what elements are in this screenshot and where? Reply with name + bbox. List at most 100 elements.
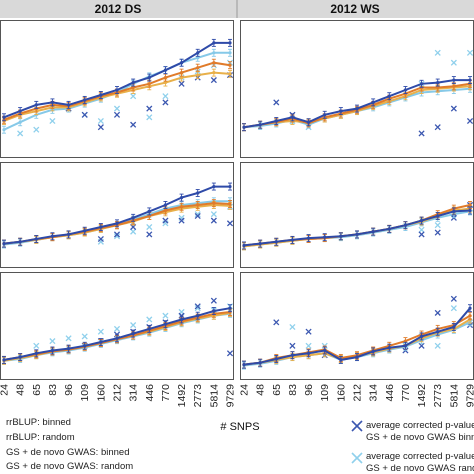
pvalue-binned-mark — [178, 80, 185, 87]
point-rrblup-binned — [355, 232, 359, 236]
point-rrblup-binned — [50, 100, 55, 104]
point-rrblup-binned — [242, 125, 246, 129]
point-rrblup-binned — [419, 219, 424, 223]
point-rrblup-binned — [34, 237, 38, 241]
pvalue-binned-mark — [113, 231, 121, 238]
x-tick-ds-2773: 2773 — [192, 384, 204, 408]
point-gs-random — [2, 128, 6, 132]
legend-item-rrblup-random: rrBLUP: random — [6, 432, 75, 443]
x-tick-ws-160: 160 — [335, 384, 347, 402]
point-rrblup-binned — [2, 358, 6, 362]
x-tick-ds-9729: 9729 — [225, 384, 237, 408]
point-rrblup-random — [212, 61, 216, 65]
x-tick-ds-212: 212 — [112, 384, 124, 402]
pvalue-binned-mark — [194, 303, 201, 310]
point-rrblup-random — [179, 71, 184, 75]
pvalue-binned-mark — [289, 342, 296, 349]
panel-4 — [240, 162, 474, 268]
pvalue-binned-mark — [162, 217, 169, 224]
point-rrblup-binned — [419, 82, 424, 86]
legend-marker-pvalue-binned — [351, 420, 363, 432]
x-tick-ds-83: 83 — [47, 384, 59, 396]
x-tick-ws-48: 48 — [255, 384, 267, 396]
pvalue-random-mark — [466, 49, 474, 56]
x-tick-ws-24: 24 — [239, 384, 251, 396]
panel-frame — [0, 272, 234, 380]
point-rrblup-binned — [274, 240, 278, 244]
point-rrblup-binned — [323, 113, 327, 117]
pvalue-binned-mark — [226, 220, 234, 227]
point-rrblup-binned — [306, 351, 311, 355]
pvalue-binned-mark — [210, 297, 217, 304]
pvalue-random-mark — [146, 223, 153, 231]
pvalue-binned-mark — [146, 231, 153, 238]
panels — [0, 20, 474, 380]
pvalue-random-mark — [17, 130, 24, 137]
point-rrblup-binned — [131, 331, 135, 336]
point-rrblup-binned — [163, 322, 168, 326]
pvalue-binned-mark — [162, 99, 169, 106]
point-rrblup-binned — [387, 346, 391, 350]
point-rrblup-binned — [115, 221, 119, 225]
x-axis-label: # SNPS — [220, 421, 259, 433]
point-rrblup-binned — [387, 94, 391, 98]
legend-marker-pvalue-random — [351, 452, 363, 464]
point-rrblup-binned — [66, 103, 71, 107]
point-rrblup-binned — [115, 88, 119, 92]
pvalue-binned-mark — [450, 105, 457, 112]
point-rrblup-random — [468, 203, 472, 207]
point-rrblup-binned — [274, 357, 278, 361]
point-rrblup-binned — [18, 355, 22, 359]
point-rrblup-binned — [212, 184, 216, 189]
point-rrblup-binned — [452, 209, 456, 213]
x-tick-ds-109: 109 — [79, 384, 91, 402]
pvalue-random-mark — [162, 312, 169, 319]
x-tick-ds-770: 770 — [160, 384, 172, 402]
point-rrblup-binned — [2, 242, 6, 246]
x-tick-ds-65: 65 — [31, 384, 43, 396]
pvalue-random-mark — [305, 342, 312, 349]
pvalue-random-mark — [97, 117, 104, 125]
panel-1 — [0, 20, 234, 158]
pvalue-random-mark — [434, 49, 441, 56]
x-tick-ws-446: 446 — [384, 384, 396, 402]
point-gs-binned — [196, 73, 200, 77]
pvalue-binned-mark — [450, 295, 457, 302]
pvalue-random-mark — [33, 126, 40, 133]
point-gs-random — [212, 51, 216, 55]
point-rrblup-binned — [228, 184, 232, 189]
point-rrblup-random — [131, 85, 135, 90]
point-rrblup-random — [452, 84, 456, 88]
point-rrblup-random — [196, 66, 200, 70]
x-tick-ds-314: 314 — [128, 384, 140, 402]
pvalue-random-mark — [49, 117, 56, 125]
point-rrblup-binned — [371, 100, 375, 104]
x-tick-ws-1492: 1492 — [416, 384, 428, 408]
x-tick-ds-48: 48 — [15, 384, 27, 396]
point-rrblup-binned — [50, 234, 55, 238]
pvalue-random-mark — [130, 322, 137, 329]
pvalue-random-mark — [194, 305, 201, 312]
point-gs-binned — [179, 76, 184, 80]
point-rrblup-random — [196, 203, 200, 207]
pvalue-random-mark — [289, 323, 296, 331]
point-rrblup-binned — [355, 355, 359, 359]
legend-pvalue-random-line2: GS + de novo GWAS random — [366, 463, 474, 474]
legend-item-gs-binned: GS + de novo GWAS: binned — [6, 447, 129, 458]
pvalue-binned-mark — [113, 111, 121, 118]
point-rrblup-binned — [436, 214, 440, 218]
legend-pvalue-random-line1: average corrected p-value: — [366, 451, 474, 462]
point-gs-random — [18, 120, 22, 124]
pvalue-binned-mark — [210, 77, 217, 84]
point-rrblup-binned — [99, 225, 103, 229]
point-rrblup-binned — [212, 309, 216, 313]
pvalue-random-mark — [33, 342, 40, 349]
point-rrblup-binned — [147, 76, 151, 80]
legend-item-gs-random: GS + de novo GWAS: random — [6, 461, 133, 472]
pvalue-random-mark — [65, 335, 72, 342]
point-rrblup-binned — [290, 115, 295, 119]
point-rrblup-binned — [403, 344, 408, 348]
point-gs-binned — [212, 71, 216, 75]
pvalue-random-mark — [434, 222, 441, 229]
point-gs-random — [228, 51, 232, 55]
